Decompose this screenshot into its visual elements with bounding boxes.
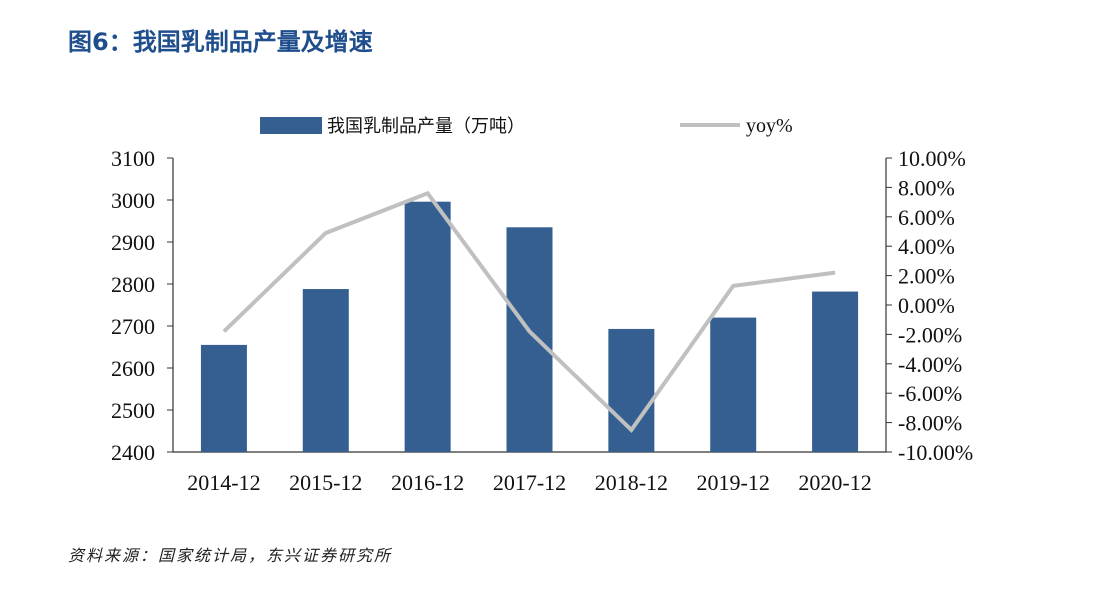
bar-2020-12 (812, 291, 859, 452)
x-tick-label: 2020-12 (798, 470, 871, 495)
right-y-tick-label: 0.00% (898, 293, 955, 318)
x-tick-label: 2017-12 (493, 470, 566, 495)
right-y-tick-label: 8.00% (898, 175, 955, 200)
right-y-tick-label: 6.00% (898, 205, 955, 230)
x-tick-labels: 2014-12 2015-12 2016-12 2017-12 2018-12 2019-… (187, 470, 871, 495)
left-y-tick-label: 2700 (111, 314, 155, 339)
figure-title: 图6：我国乳制品产量及增速 (68, 28, 373, 56)
left-y-tick-labels: 3100 3000 2900 2800 2700 2600 2500 2400 (111, 146, 155, 465)
x-tick-label: 2018-12 (595, 470, 668, 495)
right-y-tick-labels: 10.00% 8.00% 6.00% 4.00% 2.00% 0.00% -2.00% -4.… (898, 146, 973, 465)
x-tick-label: 2015-12 (289, 470, 362, 495)
bar-2017-12 (506, 227, 553, 452)
left-y-tick-label: 3100 (111, 146, 155, 171)
right-y-tick-label: 4.00% (898, 234, 955, 259)
right-y-tick-label: -4.00% (898, 352, 962, 377)
right-y-tick-label: -6.00% (898, 381, 962, 406)
left-y-tick-label: 2600 (111, 356, 155, 381)
right-y-tick-label: -10.00% (898, 440, 973, 465)
left-y-tick-label: 2800 (111, 272, 155, 297)
legend: 我国乳制品产量（万吨） yoy% (260, 115, 793, 137)
right-y-tick-label: 2.00% (898, 264, 955, 289)
bar-2014-12 (200, 344, 247, 452)
bar-2019-12 (710, 317, 757, 452)
x-tick-label: 2014-12 (187, 470, 260, 495)
bar-2015-12 (302, 289, 349, 452)
right-y-tick-label: 10.00% (898, 146, 966, 171)
legend-bar-swatch (260, 117, 322, 134)
x-tick-label: 2016-12 (391, 470, 464, 495)
left-y-tick-label: 2500 (111, 398, 155, 423)
left-y-tick-label: 2400 (111, 440, 155, 465)
bar-2018-12 (608, 328, 655, 452)
right-y-tick-label: -8.00% (898, 411, 962, 436)
legend-bar-label: 我国乳制品产量（万吨） (327, 116, 525, 137)
bar-2016-12 (404, 201, 451, 452)
x-tick-label: 2019-12 (697, 470, 770, 495)
bars (200, 201, 859, 452)
legend-line-label: yoy% (746, 115, 793, 137)
source-note: 资料来源：国家统计局，东兴证券研究所 (68, 546, 393, 565)
left-y-tick-label: 3000 (111, 188, 155, 213)
yoy-line-group (222, 190, 836, 434)
left-y-tick-label: 2900 (111, 230, 155, 255)
right-y-tick-label: -2.00% (898, 322, 962, 347)
